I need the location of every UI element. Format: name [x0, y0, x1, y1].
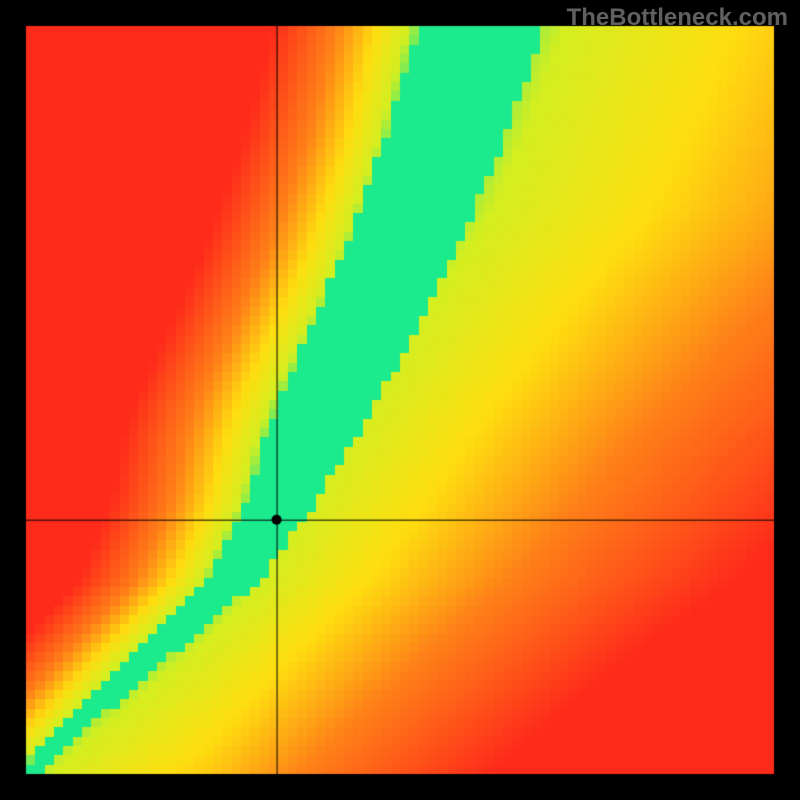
- watermark-text: TheBottleneck.com: [567, 4, 788, 32]
- heatmap-chart: [0, 0, 800, 800]
